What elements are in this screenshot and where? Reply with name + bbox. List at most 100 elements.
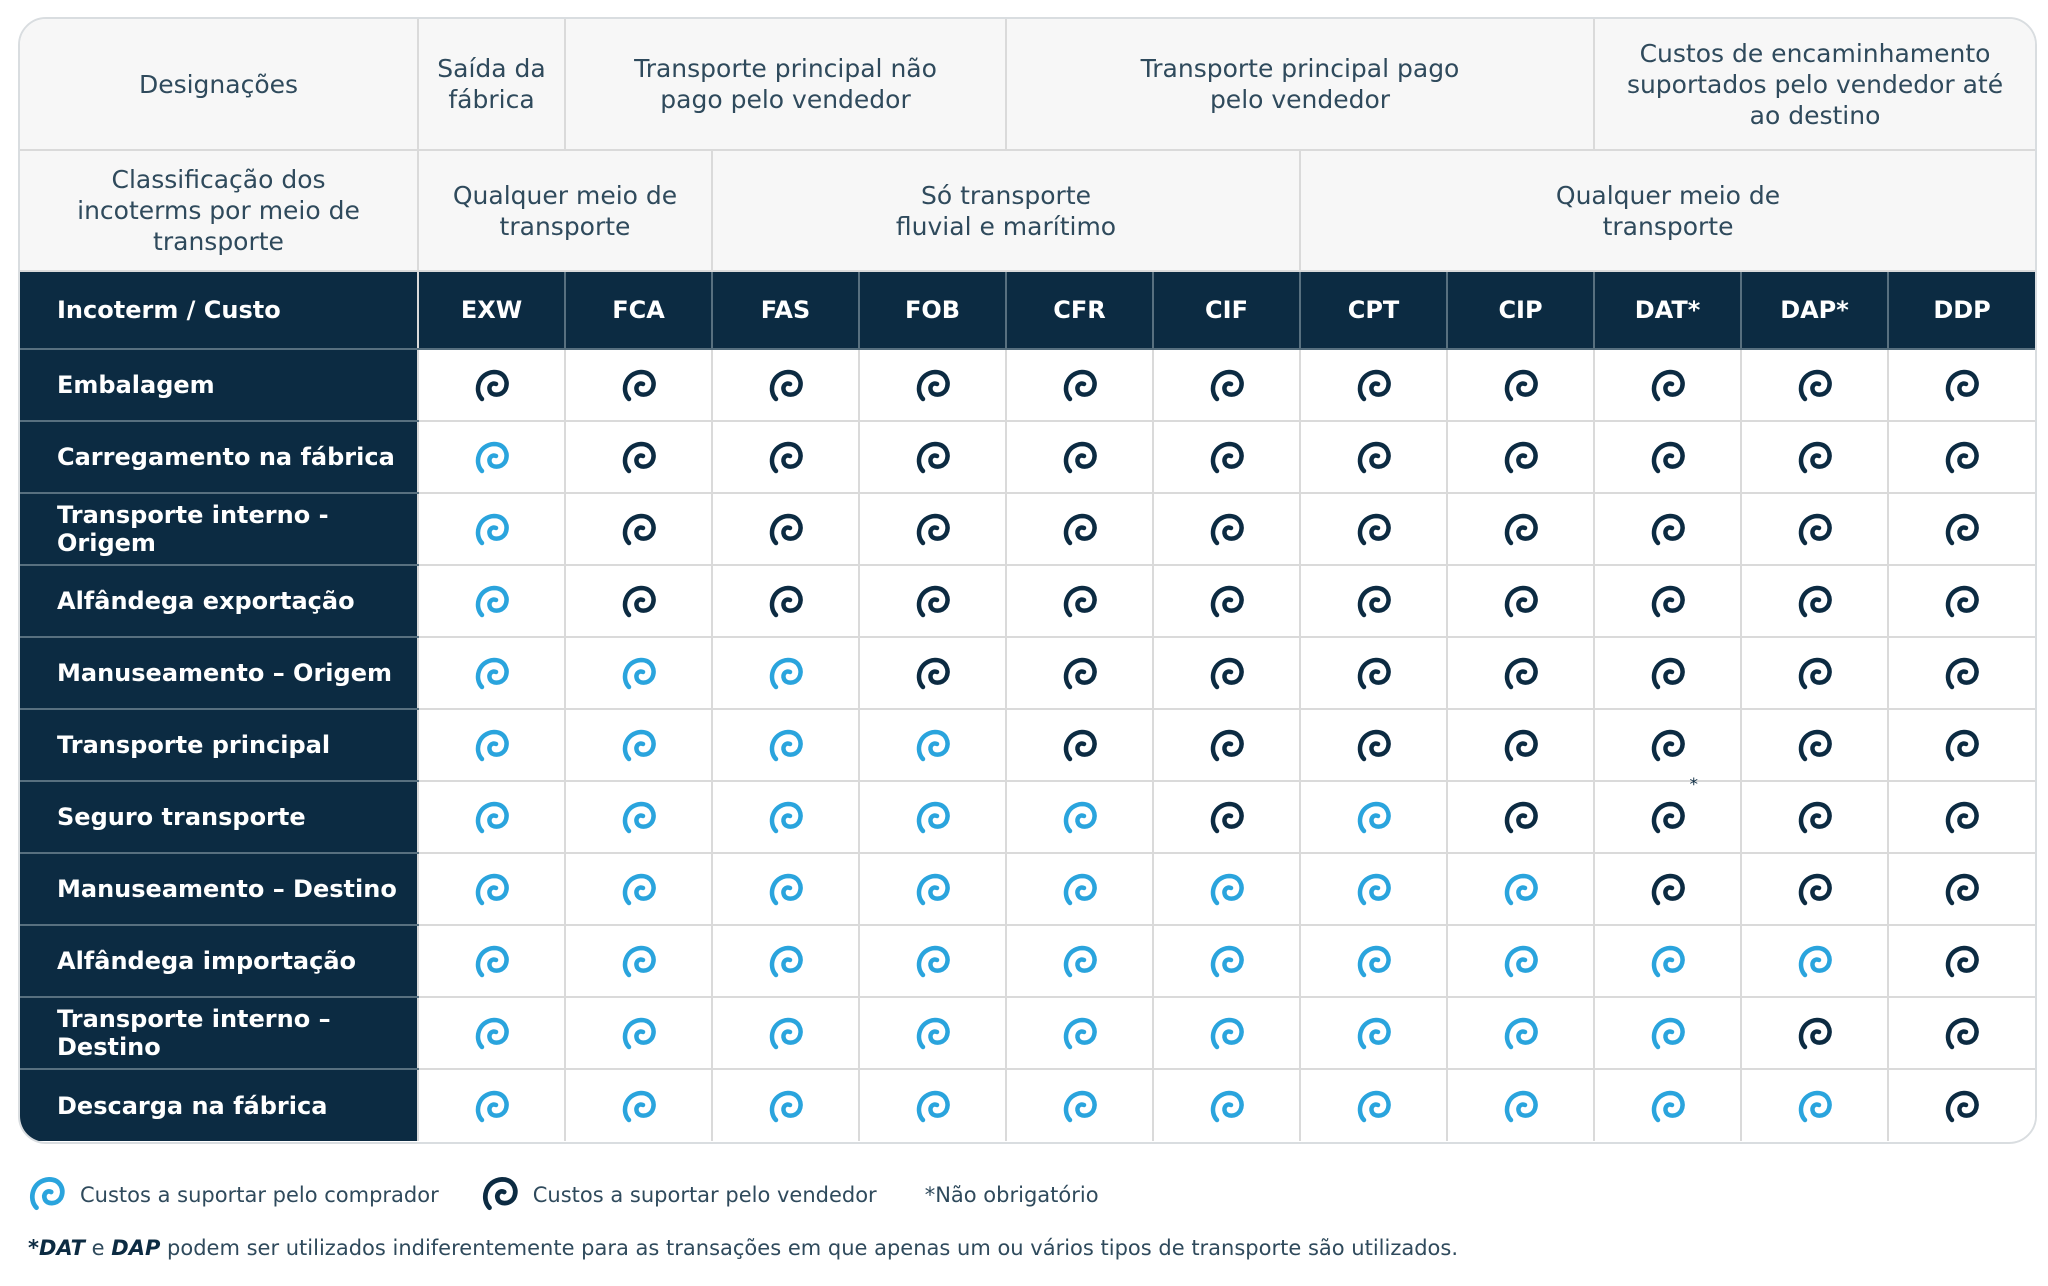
cost-cell (712, 1069, 860, 1141)
seller-spiral-icon (1648, 729, 1688, 762)
cost-cell (1741, 709, 1890, 782)
incoterm-custo-header: Incoterm / Custo (20, 271, 419, 350)
cost-cell (1888, 349, 2035, 422)
buyer-spiral-icon (913, 945, 953, 978)
buyer-spiral-icon (26, 1172, 80, 1219)
cost-cell (859, 925, 1008, 998)
row-label: Alfândega exportação (20, 565, 419, 638)
incoterms-table-frame: Designações Saída da fábrica Transporte … (18, 17, 2037, 1144)
seller-spiral-icon (1354, 441, 1394, 474)
cost-cell (1888, 1069, 2035, 1141)
cost-cell (565, 781, 713, 854)
seller-spiral-icon (1942, 441, 1982, 474)
legend-buyer: Custos a suportar pelo comprador (26, 1172, 439, 1219)
cost-cell (1741, 637, 1890, 710)
seller-spiral-icon (1795, 441, 1835, 474)
designations-header: Designações (20, 19, 419, 151)
buyer-spiral-icon (472, 801, 512, 834)
incoterm-header-row: Incoterm / Custo EXW FCA FAS FOB CFR CIF CPT CI… (20, 271, 2035, 350)
qualquer-meio-2-header: Qualquer meio de transporte (1300, 150, 2035, 272)
cost-cell (1300, 781, 1449, 854)
cost-cell (1888, 709, 2035, 782)
cost-cell (712, 709, 860, 782)
seller-spiral-icon (1207, 369, 1247, 402)
legend-buyer-label: Custos a suportar pelo comprador (80, 1183, 439, 1207)
buyer-spiral-icon (913, 801, 953, 834)
buyer-spiral-icon (766, 1090, 806, 1122)
buyer-spiral-icon (619, 657, 659, 690)
row-label: Seguro transporte (20, 781, 419, 854)
buyer-spiral-icon (472, 1090, 512, 1122)
buyer-spiral-icon (913, 1017, 953, 1050)
cost-cell (1153, 637, 1302, 710)
seller-spiral-icon (1354, 369, 1394, 402)
cost-cell (1594, 421, 1743, 494)
buyer-spiral-icon (1354, 1017, 1394, 1050)
seller-spiral-icon (1354, 513, 1394, 546)
buyer-spiral-icon (1354, 945, 1394, 978)
cost-cell (565, 925, 713, 998)
seller-spiral-icon (1207, 801, 1247, 834)
cost-cell (565, 853, 713, 926)
seller-spiral-icon (913, 585, 953, 618)
buyer-spiral-icon (1501, 1090, 1541, 1122)
cost-cell (859, 637, 1008, 710)
buyer-spiral-icon (913, 873, 953, 906)
footnote-dap: DAP (111, 1236, 161, 1260)
cost-cell (565, 421, 713, 494)
cost-cell (1447, 853, 1596, 926)
cost-cell (1741, 1069, 1890, 1141)
buyer-spiral-icon (766, 1017, 806, 1050)
cost-cell (1006, 1069, 1155, 1141)
buyer-spiral-icon (913, 729, 953, 762)
seller-spiral-icon (1648, 369, 1688, 402)
seller-spiral-icon (1501, 801, 1541, 834)
seller-spiral-icon (1942, 657, 1982, 690)
cost-cell (1594, 709, 1743, 782)
buyer-spiral-icon (472, 729, 512, 762)
cost-cell (565, 349, 713, 422)
cost-cell (1300, 1069, 1449, 1141)
seller-spiral-icon (913, 513, 953, 546)
buyer-spiral-icon (1060, 945, 1100, 978)
incoterm-header-cif: CIF (1153, 271, 1302, 350)
cost-cell (1006, 781, 1155, 854)
table-row: Alfândega importação (20, 925, 2035, 998)
cost-cell (1300, 565, 1449, 638)
seller-spiral-icon (1648, 873, 1688, 906)
seller-spiral-icon (1354, 729, 1394, 762)
cost-cell (418, 565, 566, 638)
cost-cell (1153, 997, 1302, 1070)
buyer-spiral-icon (472, 873, 512, 906)
cost-cell (712, 493, 860, 566)
custos-destino-header: Custos de encaminhamento suportados pelo… (1594, 19, 2035, 151)
cost-cell (1741, 349, 1890, 422)
cost-cell (1888, 853, 2035, 926)
seller-spiral-icon (1207, 657, 1247, 690)
seller-spiral-icon (1648, 657, 1688, 690)
optional-asterisk: * (1689, 775, 1699, 795)
header-row-designations: Designações Saída da fábrica Transporte … (20, 19, 2035, 151)
legend: Custos a suportar pelo comprador Custos … (26, 1172, 1099, 1218)
incoterm-header-cfr: CFR (1006, 271, 1155, 350)
cost-cell (1153, 493, 1302, 566)
seller-spiral-icon (479, 1172, 533, 1219)
buyer-spiral-icon (1795, 945, 1835, 978)
seller-spiral-icon (766, 441, 806, 474)
incoterm-header-fob: FOB (859, 271, 1008, 350)
seller-spiral-icon (619, 369, 659, 402)
cost-cell (1741, 565, 1890, 638)
incoterm-header-exw: EXW (418, 271, 566, 350)
cost-cell (418, 421, 566, 494)
cost-cell (1888, 421, 2035, 494)
table-row: Transporte interno - Origem (20, 493, 2035, 566)
buyer-spiral-icon (1648, 1090, 1688, 1122)
cost-cell (1300, 349, 1449, 422)
cost-cell (1447, 637, 1596, 710)
seller-spiral-icon (766, 585, 806, 618)
cost-cell (1153, 565, 1302, 638)
row-label: Alfândega importação (20, 925, 419, 998)
seller-spiral-icon (1207, 585, 1247, 618)
cost-cell (1447, 493, 1596, 566)
buyer-spiral-icon (472, 585, 512, 618)
